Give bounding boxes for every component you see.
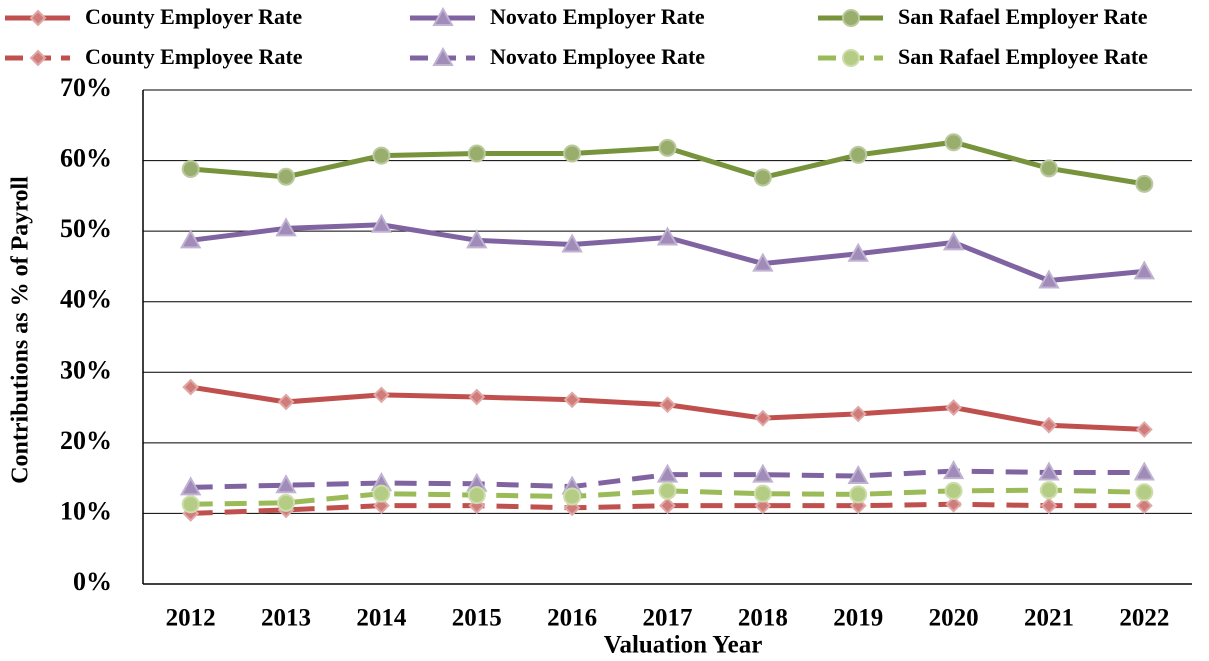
legend-marker xyxy=(432,6,454,26)
marker xyxy=(372,386,390,404)
marker xyxy=(847,464,869,485)
marker xyxy=(754,497,772,515)
marker xyxy=(1135,483,1154,502)
marker xyxy=(659,497,676,515)
marker xyxy=(561,233,583,253)
marker xyxy=(658,481,677,500)
legend-marker xyxy=(29,9,47,27)
marker xyxy=(944,481,963,500)
marker xyxy=(182,378,200,396)
marker xyxy=(466,229,488,249)
marker xyxy=(753,484,772,503)
marker xyxy=(944,133,963,152)
marker xyxy=(1135,497,1153,515)
legend-label: Novato Employer Rate xyxy=(490,4,705,29)
marker xyxy=(753,168,772,187)
marker xyxy=(1039,159,1058,178)
legend-marker xyxy=(29,49,47,67)
marker xyxy=(849,485,868,504)
marker xyxy=(277,167,296,186)
marker xyxy=(1039,481,1058,500)
marker xyxy=(563,144,582,163)
legend-label: County Employee Rate xyxy=(85,44,303,69)
x-tick-label: 2014 xyxy=(356,605,407,632)
y-tick-label: 10% xyxy=(60,496,112,525)
marker xyxy=(275,474,297,494)
y-tick-label: 50% xyxy=(60,214,112,243)
marker xyxy=(1040,416,1058,434)
marker xyxy=(277,493,296,512)
marker xyxy=(656,463,679,483)
legend-marker xyxy=(842,49,860,67)
marker xyxy=(945,495,963,513)
x-tick-label: 2016 xyxy=(547,605,597,632)
y-tick-label: 40% xyxy=(60,285,112,314)
legend-label: County Employer Rate xyxy=(85,4,302,29)
marker xyxy=(849,145,868,164)
x-tick-label: 2021 xyxy=(1024,605,1074,632)
marker xyxy=(372,146,391,165)
marker xyxy=(942,460,965,480)
marker xyxy=(179,476,202,496)
marker xyxy=(1135,174,1154,193)
x-tick-label: 2017 xyxy=(643,605,693,632)
marker xyxy=(563,487,582,506)
marker xyxy=(849,405,867,423)
y-tick-label: 70% xyxy=(60,73,112,102)
marker xyxy=(658,138,677,157)
marker xyxy=(467,486,486,505)
marker xyxy=(847,242,869,262)
marker xyxy=(754,409,772,427)
legend-label: San Rafael Employer Rate xyxy=(898,4,1148,29)
legend-marker xyxy=(842,9,860,27)
marker xyxy=(372,484,391,503)
marker xyxy=(467,144,486,163)
marker xyxy=(181,495,200,514)
marker xyxy=(179,229,202,249)
x-axis-title: Valuation Year xyxy=(604,632,763,659)
marker xyxy=(1133,260,1156,280)
marker xyxy=(945,399,963,416)
marker xyxy=(372,497,390,515)
legend-marker xyxy=(432,46,454,66)
x-tick-label: 2020 xyxy=(929,605,979,632)
marker xyxy=(370,213,393,233)
x-tick-label: 2018 xyxy=(738,605,788,632)
marker xyxy=(1133,461,1156,481)
marker xyxy=(752,463,774,483)
marker xyxy=(181,160,200,179)
x-tick-label: 2022 xyxy=(1119,605,1169,632)
marker xyxy=(1038,269,1060,289)
x-tick-label: 2015 xyxy=(452,605,502,632)
x-tick-label: 2019 xyxy=(833,605,883,632)
marker xyxy=(942,231,965,251)
marker xyxy=(1135,421,1153,438)
marker xyxy=(277,393,295,411)
marker xyxy=(563,391,581,409)
legend-label: Novato Employee Rate xyxy=(490,44,705,69)
y-tick-label: 20% xyxy=(60,426,112,455)
marker xyxy=(1040,497,1058,515)
x-tick-label: 2013 xyxy=(261,605,311,632)
y-tick-label: 30% xyxy=(60,355,112,384)
marker xyxy=(1038,461,1060,481)
y-tick-label: 0% xyxy=(73,567,112,596)
marker xyxy=(659,396,676,414)
y-tick-label: 60% xyxy=(60,144,112,173)
y-axis-title: Contributions as % of Payroll xyxy=(8,176,34,484)
legend-label: San Rafael Employee Rate xyxy=(898,44,1148,69)
marker xyxy=(752,252,774,272)
marker xyxy=(275,217,297,237)
marker xyxy=(468,388,486,406)
marker xyxy=(656,226,679,246)
x-tick-label: 2012 xyxy=(166,605,216,632)
